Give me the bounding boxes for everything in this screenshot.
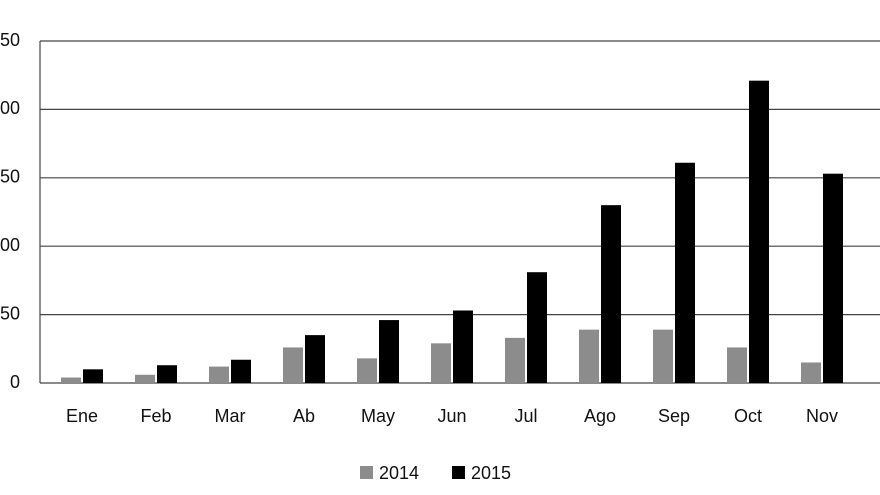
y-tick-label: 50	[0, 303, 20, 323]
x-tick-label: May	[361, 406, 395, 426]
legend-label: 2014	[379, 463, 419, 483]
bar	[801, 362, 821, 383]
bar	[505, 337, 525, 383]
x-tick-label: Ene	[66, 406, 98, 426]
legend-swatch	[360, 466, 373, 479]
x-tick-label: Nov	[806, 406, 838, 426]
bar	[579, 329, 599, 383]
bar	[431, 343, 451, 383]
bar	[749, 80, 769, 383]
bar	[283, 347, 303, 383]
bar	[675, 162, 695, 383]
y-tick-label: 200	[0, 98, 20, 118]
bar	[527, 272, 547, 383]
bar	[727, 347, 747, 383]
x-tick-label: Jul	[514, 406, 537, 426]
bar	[823, 173, 843, 383]
x-tick-label: Oct	[734, 406, 762, 426]
legend-swatch	[452, 466, 465, 479]
bar	[453, 310, 473, 383]
x-tick-label: Mar	[215, 406, 246, 426]
bar	[305, 335, 325, 383]
bar	[83, 369, 103, 383]
legend-label: 2015	[471, 463, 511, 483]
x-tick-label: Jun	[437, 406, 466, 426]
bar	[209, 366, 229, 383]
bar	[231, 359, 251, 383]
bar	[357, 358, 377, 383]
x-tick-label: Ago	[584, 406, 616, 426]
y-tick-label: 250	[0, 30, 20, 50]
bar	[157, 365, 177, 383]
bar	[135, 374, 155, 383]
bar	[61, 377, 81, 383]
bar	[379, 320, 399, 383]
x-tick-label: Ab	[293, 406, 315, 426]
x-tick-label: Sep	[658, 406, 690, 426]
y-tick-label: 150	[0, 167, 20, 187]
x-tick-label: Feb	[140, 406, 171, 426]
bar	[601, 205, 621, 383]
bar	[653, 329, 673, 383]
y-tick-label: 100	[0, 235, 20, 255]
y-tick-label: 0	[10, 372, 20, 392]
